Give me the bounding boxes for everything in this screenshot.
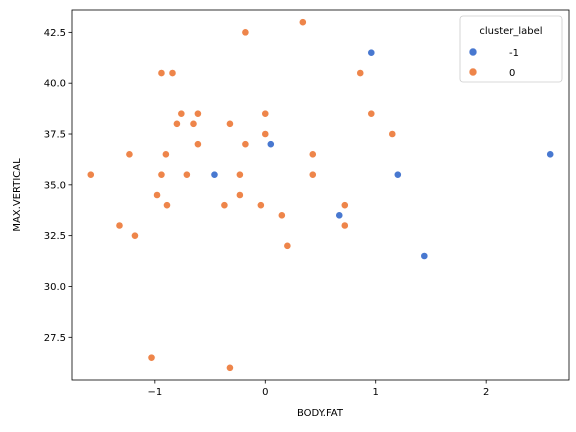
scatter-point (308, 150, 317, 159)
scatter-point (241, 140, 250, 149)
x-tick-label: 2 (483, 387, 489, 398)
scatter-point (261, 130, 270, 138)
scatter-point (220, 201, 229, 210)
y-tick-label: 35.0 (44, 180, 66, 191)
scatter-point (277, 211, 286, 220)
x-tick-label: 1 (373, 387, 379, 398)
scatter-point (356, 69, 365, 77)
x-tick-label: −1 (147, 387, 162, 398)
scatter-point (335, 211, 344, 220)
scatter-point (226, 363, 234, 372)
legend: cluster_label -1 0 (459, 15, 563, 83)
scatter-point (546, 150, 555, 159)
scatter-point (194, 140, 202, 149)
x-axis-ticks: −1 0 1 2 (147, 380, 489, 398)
scatter-point (147, 353, 156, 362)
scatter-point (210, 170, 219, 179)
scatter-point (125, 150, 134, 159)
scatter-point (393, 170, 402, 179)
scatter-point (340, 201, 349, 210)
scatter-point (298, 18, 307, 27)
scatter-point (420, 252, 429, 260)
y-tick-label: 30.0 (44, 282, 66, 293)
scatter-point (131, 231, 139, 240)
scatter-point (189, 119, 198, 128)
scatter-point (367, 48, 376, 57)
legend-box (459, 15, 563, 83)
legend-marker (468, 67, 478, 77)
scatter-point (266, 140, 275, 149)
scatter-point (283, 241, 292, 250)
legend-label: 0 (509, 68, 515, 79)
scatter-point (261, 109, 270, 118)
y-tick-label: 42.5 (44, 28, 66, 39)
legend-marker (468, 47, 478, 57)
y-tick-label: 27.5 (44, 333, 66, 344)
scatter-point (161, 150, 170, 159)
scatter-point (340, 221, 349, 230)
legend-entries: -1 0 (468, 47, 519, 79)
scatter-point (367, 109, 376, 118)
scatter-point (241, 28, 250, 37)
y-axis-label: MAX.VERTICAL (12, 158, 23, 232)
scatter-point (168, 69, 177, 77)
x-tick-label: 0 (262, 387, 268, 398)
scatter-point (115, 221, 124, 230)
scatter-point (157, 69, 166, 77)
scatter-point (86, 170, 95, 179)
scatter-point (177, 109, 186, 118)
scatter-point (153, 191, 161, 199)
scatter-point (388, 130, 397, 138)
scatter-point (235, 170, 244, 179)
plot-area-frame (71, 9, 570, 381)
y-tick-label: 37.5 (44, 130, 66, 141)
points-layer (86, 18, 555, 372)
scatter-point (194, 109, 202, 118)
scatter-point (226, 119, 234, 128)
scatter-point (163, 201, 171, 210)
scatter-point (308, 170, 317, 179)
x-axis-label: BODY.FAT (297, 408, 344, 419)
legend-label: -1 (509, 48, 519, 59)
scatter-point (173, 119, 181, 128)
y-axis-ticks: 27.5 30.0 32.5 35.0 37.5 40.0 42.5 (44, 28, 72, 344)
scatter-point (235, 191, 244, 199)
legend-title: cluster_label (479, 26, 542, 37)
scatter-point (182, 170, 191, 179)
y-tick-label: 32.5 (44, 231, 66, 242)
scatter-point (157, 170, 166, 179)
y-tick-label: 40.0 (44, 79, 66, 90)
scatter-point (256, 201, 265, 210)
